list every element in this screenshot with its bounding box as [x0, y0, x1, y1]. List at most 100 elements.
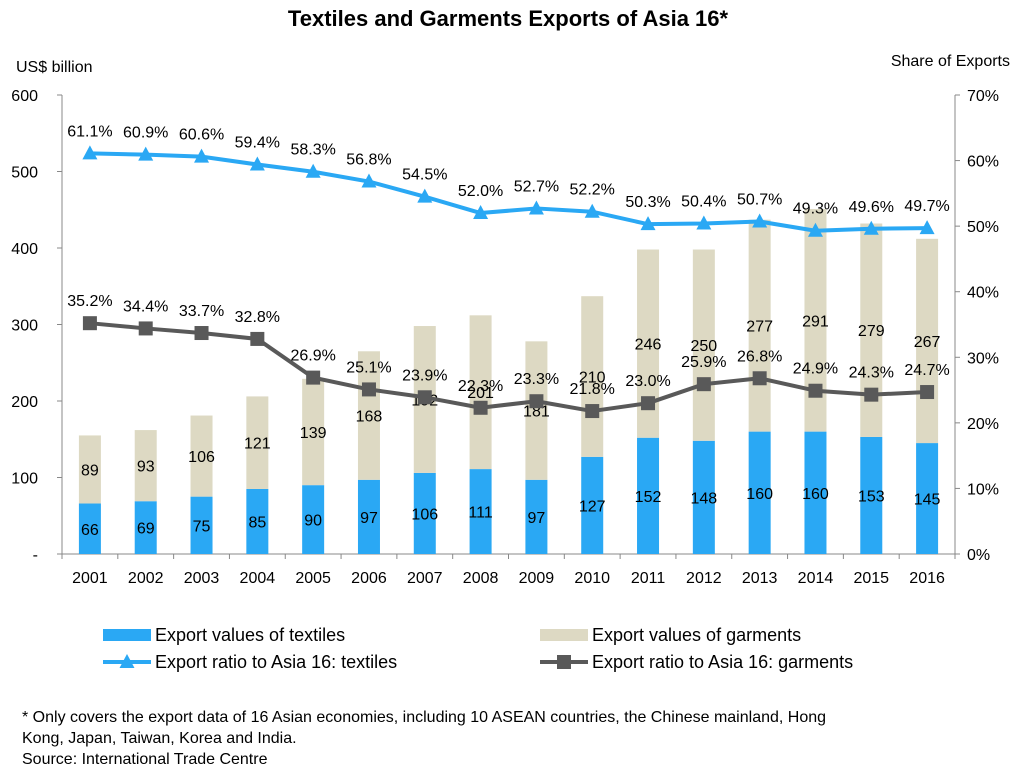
x-tick-label: 2006 — [351, 570, 387, 587]
garments-ratio-label: 33.7% — [179, 303, 224, 320]
textiles-ratio-point — [305, 163, 321, 178]
garments-ratio-point — [808, 383, 823, 398]
textiles-ratio-label: 60.6% — [179, 127, 224, 144]
right-tick-label: 50% — [967, 219, 999, 236]
textiles-ratio-point — [919, 220, 935, 235]
legend-garments-label: Export values of garments — [592, 625, 801, 645]
x-tick-label: 2003 — [184, 570, 220, 587]
right-tick-label: 30% — [967, 350, 999, 367]
right-axis-label: Share of Exports — [891, 53, 1010, 70]
bar-textiles — [302, 485, 325, 554]
legend-textiles-ratio: Export ratio to Asia 16: textiles — [103, 652, 397, 672]
bar-textiles-label: 97 — [528, 510, 546, 527]
legend-garments-ratio-marker — [557, 655, 571, 669]
textiles-ratio-point — [807, 222, 823, 237]
x-tick-label: 2012 — [686, 570, 722, 587]
bar-textiles — [413, 472, 436, 554]
garments-ratio-point — [417, 390, 432, 405]
x-tick-label: 2010 — [574, 570, 610, 587]
bar-textiles — [581, 456, 604, 554]
textiles-ratio-point — [82, 145, 98, 160]
textiles-ratio-line — [89, 151, 928, 233]
bar-textiles-label: 160 — [802, 486, 829, 503]
x-tick-label: 2007 — [407, 570, 443, 587]
garments-ratio-label: 24.9% — [793, 361, 838, 378]
footnote-line-1: * Only covers the export data of 16 Asia… — [22, 709, 827, 726]
garments-ratio-point — [250, 331, 265, 346]
bar-garments — [134, 430, 157, 502]
bar-textiles — [357, 479, 380, 554]
bar-textiles — [637, 437, 660, 554]
right-tick-label: 20% — [967, 416, 999, 433]
bar-garments — [190, 415, 213, 497]
bar-garments-label: 201 — [467, 385, 494, 402]
textiles-ratio-point — [417, 188, 433, 203]
bar-garments-label: 250 — [690, 338, 717, 355]
bar-textiles-label: 75 — [193, 518, 211, 535]
textiles-ratio-label: 60.9% — [123, 125, 168, 142]
right-tick-label: 10% — [967, 481, 999, 498]
x-tick-label: 2015 — [853, 570, 889, 587]
garments-ratio-label: 25.1% — [346, 359, 391, 376]
left-tick-label: 300 — [11, 318, 38, 335]
garments-ratio-point — [194, 326, 209, 341]
left-axis-label: US$ billion — [16, 59, 92, 76]
bar-textiles-label: 66 — [81, 522, 99, 539]
x-tick-label: 2016 — [909, 570, 945, 587]
bar-textiles — [916, 443, 939, 554]
chart-title: Textiles and Garments Exports of Asia 16… — [288, 6, 729, 31]
left-tick-label: - — [33, 547, 38, 564]
bar-garments-label: 279 — [858, 323, 885, 340]
x-tick-label: 2014 — [798, 570, 834, 587]
garments-ratio-point — [641, 396, 656, 411]
x-tick-label: 2011 — [631, 570, 666, 587]
garments-ratio-point — [82, 316, 97, 331]
textiles-ratio-label: 54.5% — [402, 167, 447, 184]
bar-garments — [469, 315, 492, 470]
bar-garments — [525, 341, 548, 480]
bar-textiles-label: 69 — [137, 521, 155, 538]
textiles-ratio-point — [138, 146, 154, 161]
garments-ratio-label: 24.7% — [904, 362, 949, 379]
bar-textiles — [860, 436, 883, 554]
footnote: * Only covers the export data of 16 Asia… — [22, 707, 1007, 770]
plot-area: - 100 200 300 400 500 600 0% 10% 20% 30% 40% 50% 60% 7… — [11, 88, 999, 587]
bar-garments-label: 277 — [746, 319, 773, 336]
x-tick-label: 2002 — [128, 570, 164, 587]
textiles-ratio-label: 49.7% — [904, 198, 949, 215]
textiles-ratio-label: 49.3% — [793, 201, 838, 218]
legend-garments-ratio-label: Export ratio to Asia 16: garments — [592, 652, 853, 672]
bar-garments-label: 210 — [579, 370, 606, 387]
footnote-line-2: Kong, Japan, Taiwan, Korea and India. — [22, 730, 297, 747]
garments-ratio-label: 23.0% — [625, 373, 670, 390]
bar-textiles-label: 85 — [248, 514, 266, 531]
garments-ratio-point — [585, 404, 600, 419]
bar-garments — [692, 249, 715, 441]
textiles-ratio-point — [640, 216, 656, 231]
left-tick-label: 500 — [11, 165, 38, 182]
legend: Export values of textiles Export values o… — [103, 625, 853, 672]
bar-textiles — [246, 488, 269, 554]
garments-ratio-point — [696, 377, 711, 392]
source-note: Source: International Trade Centre — [22, 751, 268, 768]
bar-garments — [246, 396, 269, 489]
right-tick-label: 60% — [967, 154, 999, 171]
right-tick-label: 70% — [967, 88, 999, 105]
garments-ratio-label: 35.2% — [67, 293, 112, 310]
textiles-ratio-label: 59.4% — [235, 135, 280, 152]
garments-ratio-label: 25.9% — [681, 354, 726, 371]
garments-ratio-point — [752, 371, 767, 386]
legend-garments: Export values of garments — [540, 625, 801, 645]
bar-garments-label: 93 — [137, 459, 155, 476]
garments-ratio-label: 32.8% — [235, 309, 280, 326]
textiles-ratio-label: 52.2% — [570, 182, 615, 199]
left-tick-label: 600 — [11, 88, 38, 105]
textiles-ratio-label: 61.1% — [67, 123, 112, 140]
textiles-ratio-label: 50.7% — [737, 192, 782, 209]
garments-ratio-point — [473, 400, 488, 415]
textiles-ratio-point — [752, 213, 768, 228]
textiles-ratio-point — [194, 148, 210, 163]
legend-textiles-swatch — [103, 629, 151, 641]
bar-garments — [860, 223, 883, 437]
bar-garments-label: 121 — [244, 436, 271, 453]
